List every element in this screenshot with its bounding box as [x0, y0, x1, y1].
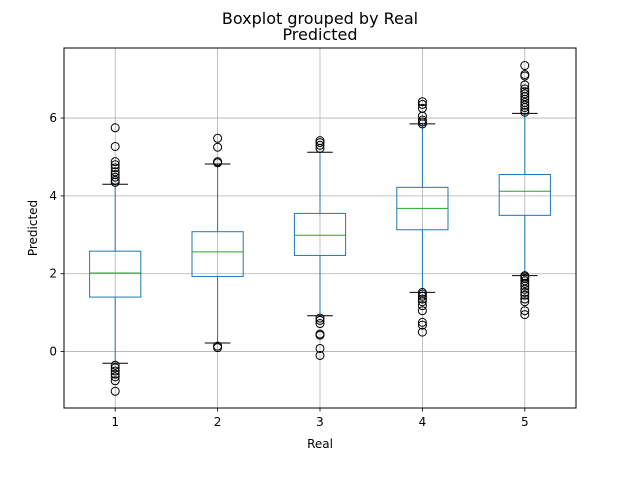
- outlier-point: [520, 103, 530, 113]
- outlier-point: [520, 287, 530, 297]
- outlier-point: [417, 97, 427, 107]
- outlier-point: [520, 276, 530, 286]
- outlier-point: [315, 313, 325, 323]
- outlier-point: [315, 315, 325, 325]
- outlier-point: [213, 133, 223, 143]
- outlier-point: [315, 343, 325, 353]
- outlier-point: [417, 306, 427, 316]
- chart-title: Predicted: [282, 25, 357, 44]
- outlier-point: [520, 284, 530, 294]
- y-tick-label: 2: [49, 267, 57, 281]
- outlier-point: [110, 376, 120, 386]
- outlier-point: [520, 92, 530, 102]
- outlier-point: [110, 369, 120, 379]
- outlier-point: [315, 143, 325, 153]
- outlier-point: [520, 297, 530, 307]
- outlier-point: [520, 61, 530, 71]
- outlier-point: [110, 372, 120, 382]
- outlier-point: [417, 291, 427, 301]
- outlier-point: [520, 80, 530, 90]
- box-group-2: [191, 133, 244, 353]
- outlier-point: [110, 386, 120, 396]
- x-tick-label: 3: [316, 415, 324, 429]
- outlier-point: [213, 158, 223, 168]
- iqr-box: [191, 231, 244, 277]
- outlier-point: [520, 89, 530, 99]
- boxes: [89, 61, 551, 396]
- outlier-point: [213, 343, 223, 353]
- x-tick-label: 2: [214, 415, 222, 429]
- outlier-point: [520, 306, 530, 316]
- outlier-point: [110, 363, 120, 373]
- box-group-3: [293, 136, 347, 360]
- outlier-point: [110, 123, 120, 133]
- outlier-point: [520, 107, 530, 117]
- outlier-point: [110, 160, 120, 170]
- outlier-point: [520, 290, 530, 300]
- outlier-point: [520, 278, 530, 288]
- x-axis-label: Real: [307, 437, 333, 451]
- outlier-point: [520, 310, 530, 320]
- outlier-point: [315, 350, 325, 360]
- outlier-point: [110, 167, 120, 177]
- outlier-point: [110, 366, 120, 376]
- outlier-point: [110, 177, 120, 187]
- outlier-point: [110, 172, 120, 182]
- outlier-point: [417, 294, 427, 304]
- outlier-point: [417, 301, 427, 311]
- outlier-point: [110, 163, 120, 173]
- x-tick-label: 5: [521, 415, 529, 429]
- outlier-point: [315, 140, 325, 150]
- y-tick-label: 6: [49, 111, 57, 125]
- box-group-4: [396, 97, 449, 337]
- outlier-point: [417, 327, 427, 337]
- x-tick-label: 1: [111, 415, 119, 429]
- outlier-point: [520, 71, 530, 81]
- iqr-box: [498, 173, 551, 216]
- box-group-5: [498, 61, 551, 320]
- y-tick-label: 0: [49, 345, 57, 359]
- outlier-point: [417, 297, 427, 307]
- outlier-point: [417, 320, 427, 330]
- outlier-point: [110, 360, 120, 370]
- iqr-box: [89, 250, 142, 298]
- outlier-point: [213, 142, 223, 152]
- grid-lines: [64, 48, 576, 408]
- outlier-point: [110, 141, 120, 151]
- outlier-point: [315, 319, 325, 329]
- y-axis-label: Predicted: [26, 200, 40, 256]
- outlier-point: [315, 138, 325, 148]
- y-tick-label: 4: [49, 189, 57, 203]
- x-tick-label: 4: [419, 415, 427, 429]
- outlier-point: [520, 281, 530, 291]
- outlier-point: [520, 294, 530, 304]
- outlier-point: [417, 99, 427, 109]
- outlier-point: [417, 317, 427, 327]
- iqr-box: [293, 212, 347, 256]
- outlier-point: [315, 330, 325, 340]
- chart-suptitle: Boxplot grouped by Real: [222, 9, 418, 28]
- outlier-point: [520, 100, 530, 110]
- outlier-point: [417, 119, 427, 129]
- outlier-point: [110, 157, 120, 167]
- box-group-1: [89, 123, 142, 396]
- axis-ticks: 1 2 3 4 5 0 2 4 6: [49, 111, 528, 429]
